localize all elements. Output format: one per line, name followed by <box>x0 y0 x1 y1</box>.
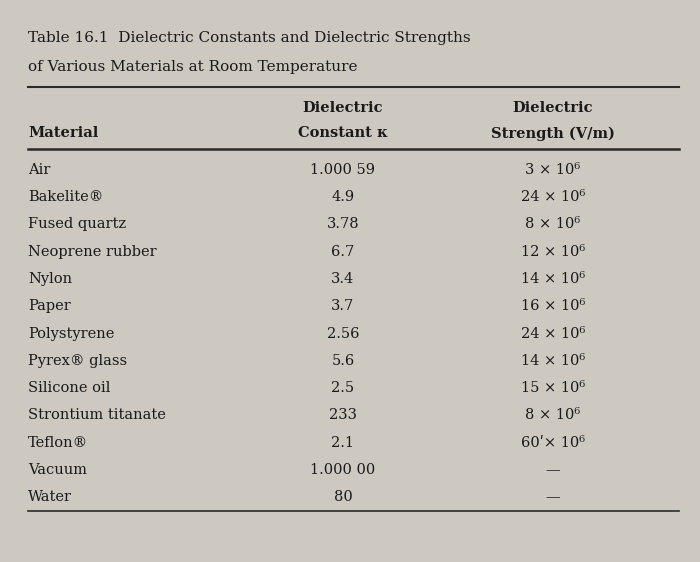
Text: 8 × 10⁶: 8 × 10⁶ <box>526 217 580 232</box>
Text: Nylon: Nylon <box>28 272 72 286</box>
Text: Fused quartz: Fused quartz <box>28 217 126 232</box>
Text: Constant κ: Constant κ <box>298 126 388 140</box>
Text: 24 × 10⁶: 24 × 10⁶ <box>521 327 585 341</box>
Text: Polystyrene: Polystyrene <box>28 327 114 341</box>
Text: 4.9: 4.9 <box>331 190 355 204</box>
Text: 16 × 10⁶: 16 × 10⁶ <box>521 300 585 313</box>
Text: 3.7: 3.7 <box>331 300 355 313</box>
Text: 24 × 10⁶: 24 × 10⁶ <box>521 190 585 204</box>
Text: 8 × 10⁶: 8 × 10⁶ <box>526 408 580 422</box>
Text: 2.1: 2.1 <box>332 436 354 450</box>
Text: Strontium titanate: Strontium titanate <box>28 408 166 422</box>
Text: Bakelite®: Bakelite® <box>28 190 104 204</box>
Text: Pyrex® glass: Pyrex® glass <box>28 354 127 368</box>
Text: Paper: Paper <box>28 300 71 313</box>
Text: Table 16.1  Dielectric Constants and Dielectric Strengths: Table 16.1 Dielectric Constants and Diel… <box>28 31 470 45</box>
Text: 60ʹ× 10⁶: 60ʹ× 10⁶ <box>521 436 585 450</box>
Text: 15 × 10⁶: 15 × 10⁶ <box>521 381 585 395</box>
Text: 1.000 59: 1.000 59 <box>311 163 375 177</box>
Text: —: — <box>546 490 560 504</box>
Text: 6.7: 6.7 <box>331 245 355 259</box>
Text: —: — <box>546 463 560 477</box>
Text: Material: Material <box>28 126 99 140</box>
Text: Air: Air <box>28 163 50 177</box>
Text: 14 × 10⁶: 14 × 10⁶ <box>521 272 585 286</box>
Text: 3 × 10⁶: 3 × 10⁶ <box>526 163 580 177</box>
Text: 233: 233 <box>329 408 357 422</box>
Text: of Various Materials at Room Temperature: of Various Materials at Room Temperature <box>28 60 358 74</box>
Text: 3.78: 3.78 <box>327 217 359 232</box>
Text: 14 × 10⁶: 14 × 10⁶ <box>521 354 585 368</box>
Text: Dielectric: Dielectric <box>302 101 384 115</box>
Text: Dielectric: Dielectric <box>512 101 594 115</box>
Text: 2.5: 2.5 <box>331 381 355 395</box>
Text: 3.4: 3.4 <box>331 272 355 286</box>
Text: Silicone oil: Silicone oil <box>28 381 111 395</box>
Text: 80: 80 <box>334 490 352 504</box>
Text: Neoprene rubber: Neoprene rubber <box>28 245 157 259</box>
Text: 1.000 00: 1.000 00 <box>310 463 376 477</box>
Text: Teflon®: Teflon® <box>28 436 88 450</box>
Text: 2.56: 2.56 <box>327 327 359 341</box>
Text: 12 × 10⁶: 12 × 10⁶ <box>521 245 585 259</box>
Text: Water: Water <box>28 490 72 504</box>
Text: Vacuum: Vacuum <box>28 463 87 477</box>
Text: 5.6: 5.6 <box>331 354 355 368</box>
Text: Strength (V/m): Strength (V/m) <box>491 126 615 141</box>
